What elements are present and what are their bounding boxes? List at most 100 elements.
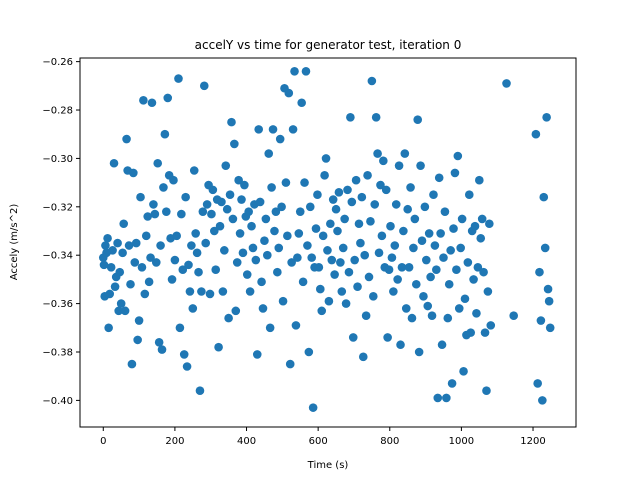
data-point	[304, 347, 314, 357]
data-point	[139, 96, 148, 105]
data-point	[403, 204, 412, 214]
data-point	[450, 168, 460, 178]
data-point	[101, 241, 110, 250]
data-point	[356, 238, 365, 248]
data-point	[351, 175, 361, 185]
data-point	[260, 236, 269, 245]
data-point	[230, 139, 239, 149]
data-point	[120, 306, 130, 316]
data-point	[113, 238, 122, 248]
data-point	[340, 214, 349, 224]
data-point	[381, 185, 391, 195]
data-point	[202, 200, 212, 209]
data-point	[191, 229, 200, 238]
data-point	[242, 270, 252, 279]
data-point	[308, 403, 318, 412]
y-tick-label: −0.38	[42, 347, 73, 358]
data-point	[261, 214, 271, 224]
data-point	[485, 219, 494, 229]
data-point	[432, 265, 441, 275]
data-point	[314, 263, 324, 272]
data-point	[103, 233, 112, 243]
data-point	[370, 200, 380, 209]
data-point	[360, 250, 370, 260]
data-point	[254, 125, 263, 134]
data-point	[273, 267, 282, 277]
data-point	[379, 156, 388, 166]
data-point	[324, 296, 334, 306]
data-point	[228, 214, 238, 224]
data-point	[137, 263, 147, 272]
data-point	[353, 282, 362, 291]
data-point	[220, 246, 229, 255]
data-point	[268, 125, 278, 134]
data-point	[271, 207, 281, 216]
x-tick-label: 800	[380, 436, 399, 447]
data-point	[477, 214, 487, 224]
data-point	[420, 202, 430, 212]
data-point	[234, 175, 243, 185]
data-point	[419, 292, 428, 301]
data-point	[136, 192, 145, 202]
data-point	[313, 190, 322, 200]
y-tick-label: −0.30	[42, 154, 73, 165]
data-point	[245, 287, 255, 296]
data-point	[181, 192, 190, 202]
data-point	[167, 275, 177, 284]
data-point	[444, 279, 454, 289]
data-point	[399, 226, 408, 236]
data-point	[144, 277, 154, 287]
data-point	[343, 185, 352, 195]
x-tick-label: 600	[309, 436, 328, 447]
data-point	[320, 171, 329, 180]
data-point	[427, 311, 437, 321]
data-point	[327, 255, 337, 265]
y-tick-label: −0.40	[42, 396, 73, 407]
data-point	[543, 284, 553, 294]
data-point	[104, 323, 113, 333]
data-point	[270, 226, 279, 236]
data-point	[369, 292, 378, 301]
data-point	[172, 231, 181, 241]
data-point	[119, 219, 128, 229]
data-point	[278, 296, 288, 306]
data-point	[344, 267, 354, 277]
data-point	[189, 166, 199, 175]
data-point	[453, 151, 463, 161]
data-point	[544, 296, 554, 306]
data-point	[338, 243, 348, 253]
data-point	[446, 246, 455, 255]
data-point	[366, 217, 375, 226]
data-point	[199, 81, 209, 91]
data-point	[390, 241, 400, 250]
data-point	[318, 231, 328, 241]
data-point	[275, 134, 285, 144]
data-point	[533, 379, 542, 388]
data-point	[150, 209, 160, 219]
data-point	[333, 226, 342, 236]
data-point	[141, 231, 151, 241]
data-point	[147, 98, 157, 108]
data-point	[126, 279, 135, 289]
data-point	[297, 98, 306, 108]
y-tick-label: −0.36	[42, 299, 73, 310]
data-point	[258, 304, 268, 313]
x-axis-label: Time (s)	[307, 460, 349, 471]
data-point	[436, 229, 445, 238]
data-point	[237, 195, 246, 204]
data-point	[160, 129, 170, 139]
data-point	[257, 277, 266, 287]
data-point	[305, 202, 315, 212]
data-point	[354, 219, 364, 229]
data-point	[479, 267, 488, 277]
data-point	[536, 316, 546, 325]
data-point	[153, 158, 163, 168]
data-point	[195, 386, 205, 396]
data-point	[177, 209, 186, 219]
x-tick-label: 1200	[520, 436, 545, 447]
data-point	[116, 299, 126, 308]
data-point	[303, 241, 312, 250]
data-point	[277, 202, 286, 212]
